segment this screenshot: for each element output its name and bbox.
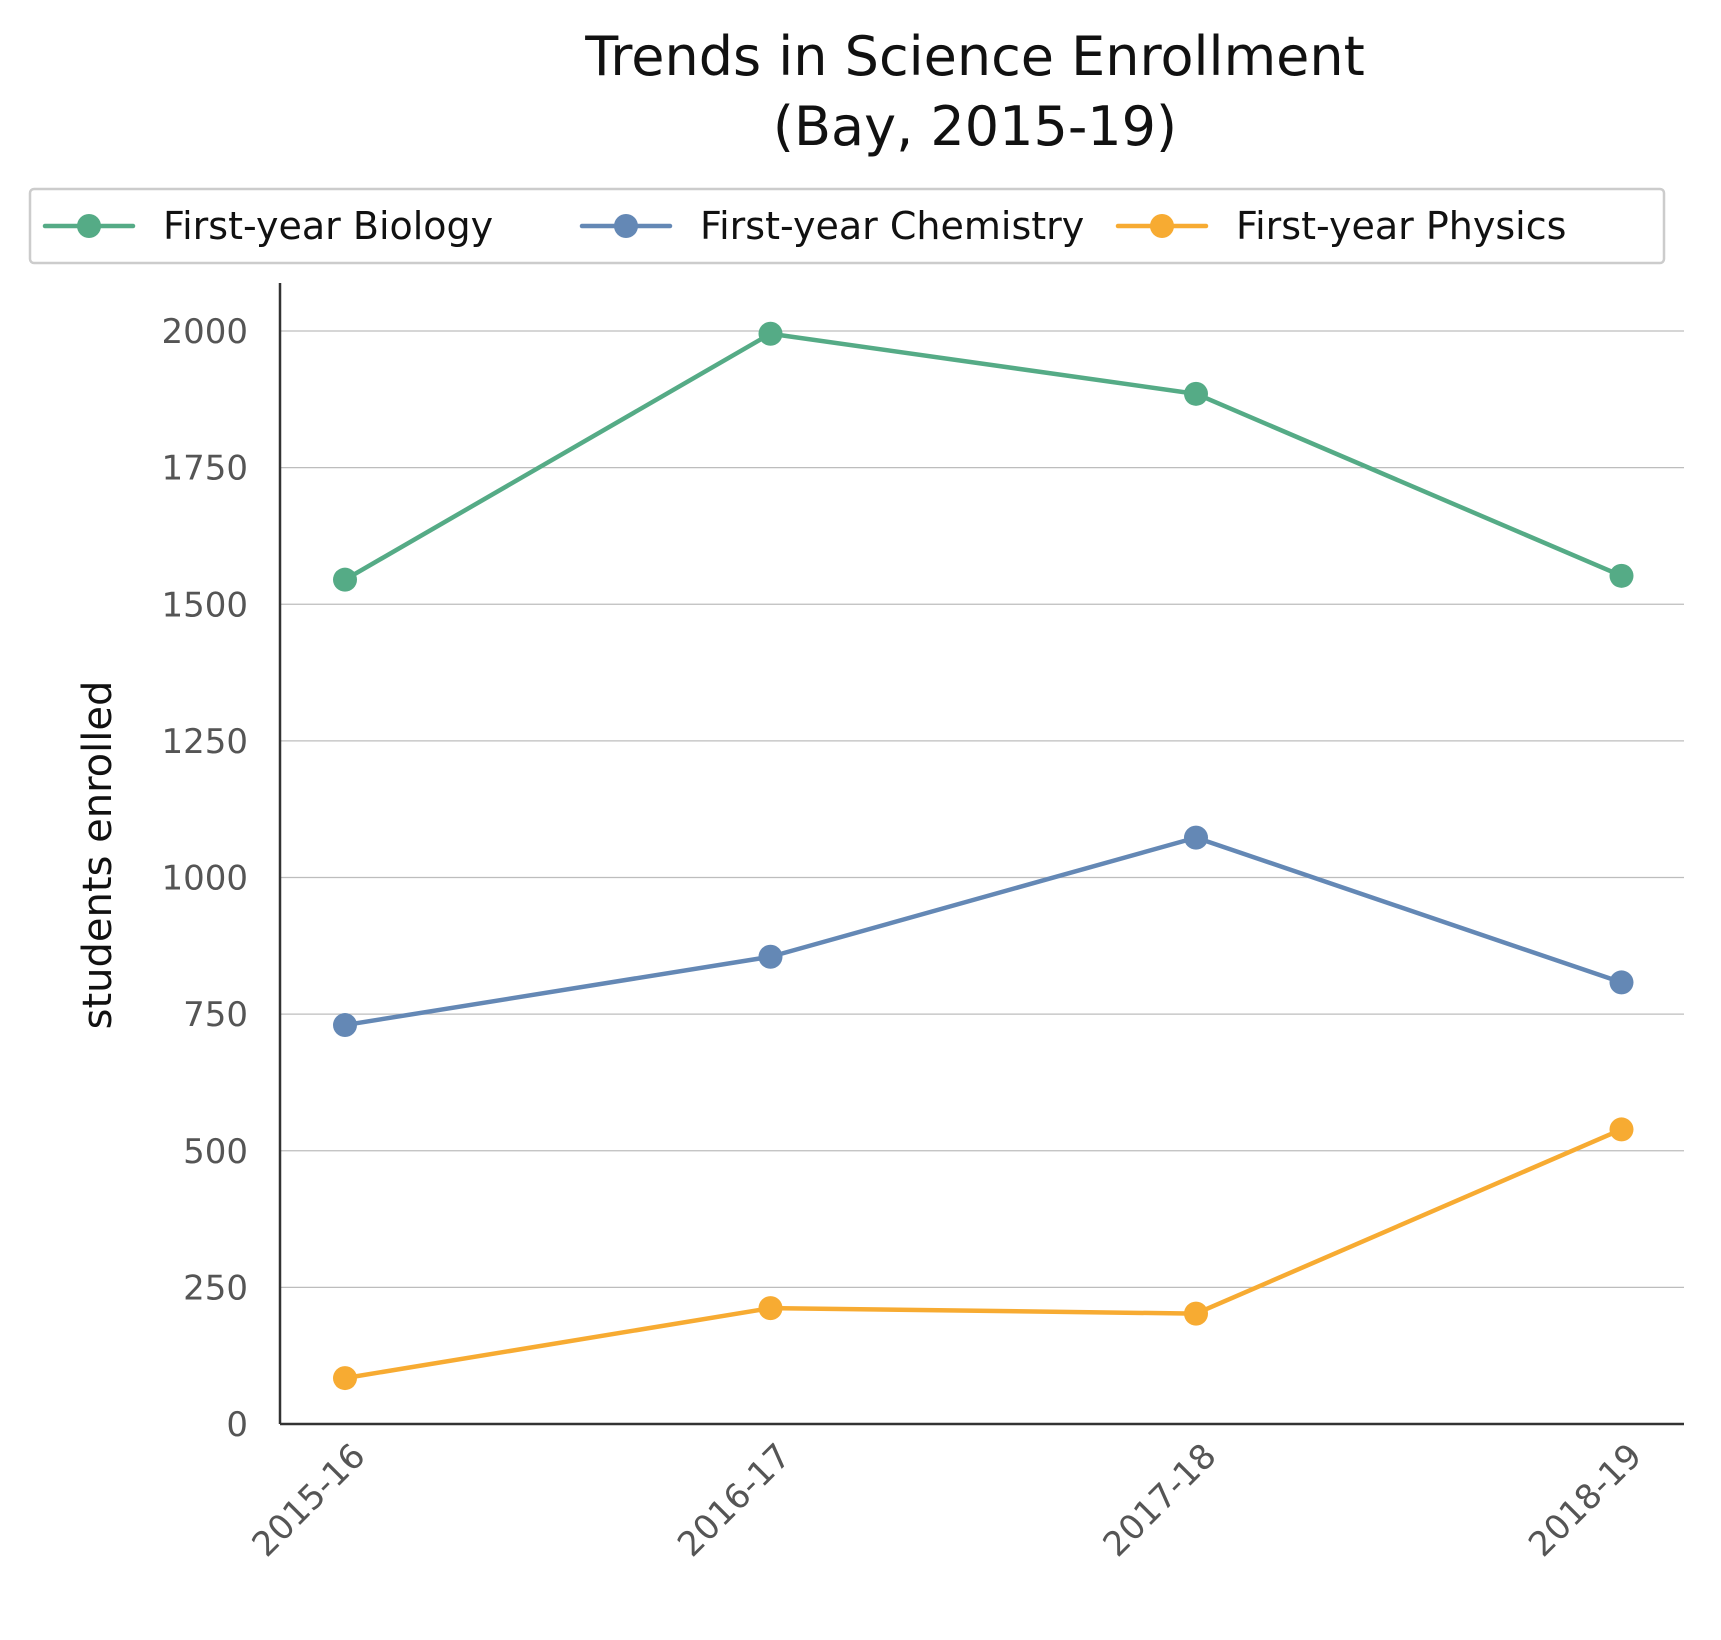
data-point-first-year-physics-2017-18 — [1184, 1301, 1208, 1326]
y-tick-label-500: 500 — [183, 1132, 248, 1172]
y-tick-label-250: 250 — [183, 1268, 248, 1308]
y-tick-label-1000: 1000 — [161, 859, 248, 899]
y-tick-label-1750: 1750 — [161, 449, 248, 489]
legend-label-first-year-chemistry: First-year Chemistry — [700, 204, 1084, 248]
chart-title: Trends in Science Enrollment — [584, 25, 1365, 88]
y-tick-label-1500: 1500 — [161, 585, 248, 625]
legend-label-first-year-biology: First-year Biology — [163, 204, 493, 248]
legend-box — [28, 187, 1666, 265]
legend-marker-first-year-physics — [1150, 214, 1174, 238]
data-point-first-year-biology-2018-19 — [1609, 563, 1634, 588]
x-tick-label-2018-19: 2018-19 — [1521, 1436, 1650, 1565]
y-tick-labels: 0 250 500 750 1000 1250 1500 1750 2000 — [161, 312, 248, 1445]
data-point-first-year-chemistry-2018-19 — [1609, 970, 1634, 995]
y-tick-label-2000: 2000 — [161, 312, 248, 352]
legend: First-year Biology First-year Chemistry Fi… — [42, 204, 1566, 248]
data-point-first-year-physics-2018-19 — [1609, 1117, 1634, 1142]
y-axis-label: students enrolled — [75, 681, 121, 1030]
series-line-first-year-physics — [342, 1127, 1624, 1381]
data-point-first-year-biology-2015-16 — [333, 567, 357, 592]
y-tick-label-1250: 1250 — [161, 722, 248, 762]
data-point-first-year-physics-2015-16 — [333, 1366, 357, 1391]
legend-marker-first-year-chemistry — [614, 214, 638, 238]
data-point-first-year-biology-2016-17 — [758, 321, 783, 346]
x-tick-labels: 2015-16 2016-17 2017-18 2018-19 — [245, 1436, 1650, 1565]
legend-label-first-year-physics: First-year Physics — [1236, 204, 1566, 248]
x-tick-label-2016-17: 2016-17 — [670, 1436, 799, 1565]
series-line-first-year-chemistry — [342, 835, 1624, 1028]
data-point-first-year-chemistry-2016-17 — [758, 944, 783, 969]
gridlines — [280, 330, 1684, 1289]
data-series — [333, 321, 1634, 1391]
data-point-first-year-chemistry-2015-16 — [333, 1013, 357, 1038]
data-point-first-year-biology-2017-18 — [1184, 381, 1208, 406]
y-tick-label-750: 750 — [183, 995, 248, 1035]
chart-subtitle: (Bay, 2015-19) — [773, 95, 1177, 158]
x-tick-label-2015-16: 2015-16 — [245, 1436, 374, 1565]
series-line-first-year-biology — [342, 331, 1624, 582]
data-point-first-year-chemistry-2017-18 — [1184, 825, 1208, 850]
data-point-first-year-physics-2016-17 — [758, 1296, 783, 1321]
legend-marker-first-year-biology — [77, 214, 101, 238]
x-tick-label-2017-18: 2017-18 — [1096, 1436, 1225, 1565]
y-tick-label-0: 0 — [226, 1405, 248, 1445]
